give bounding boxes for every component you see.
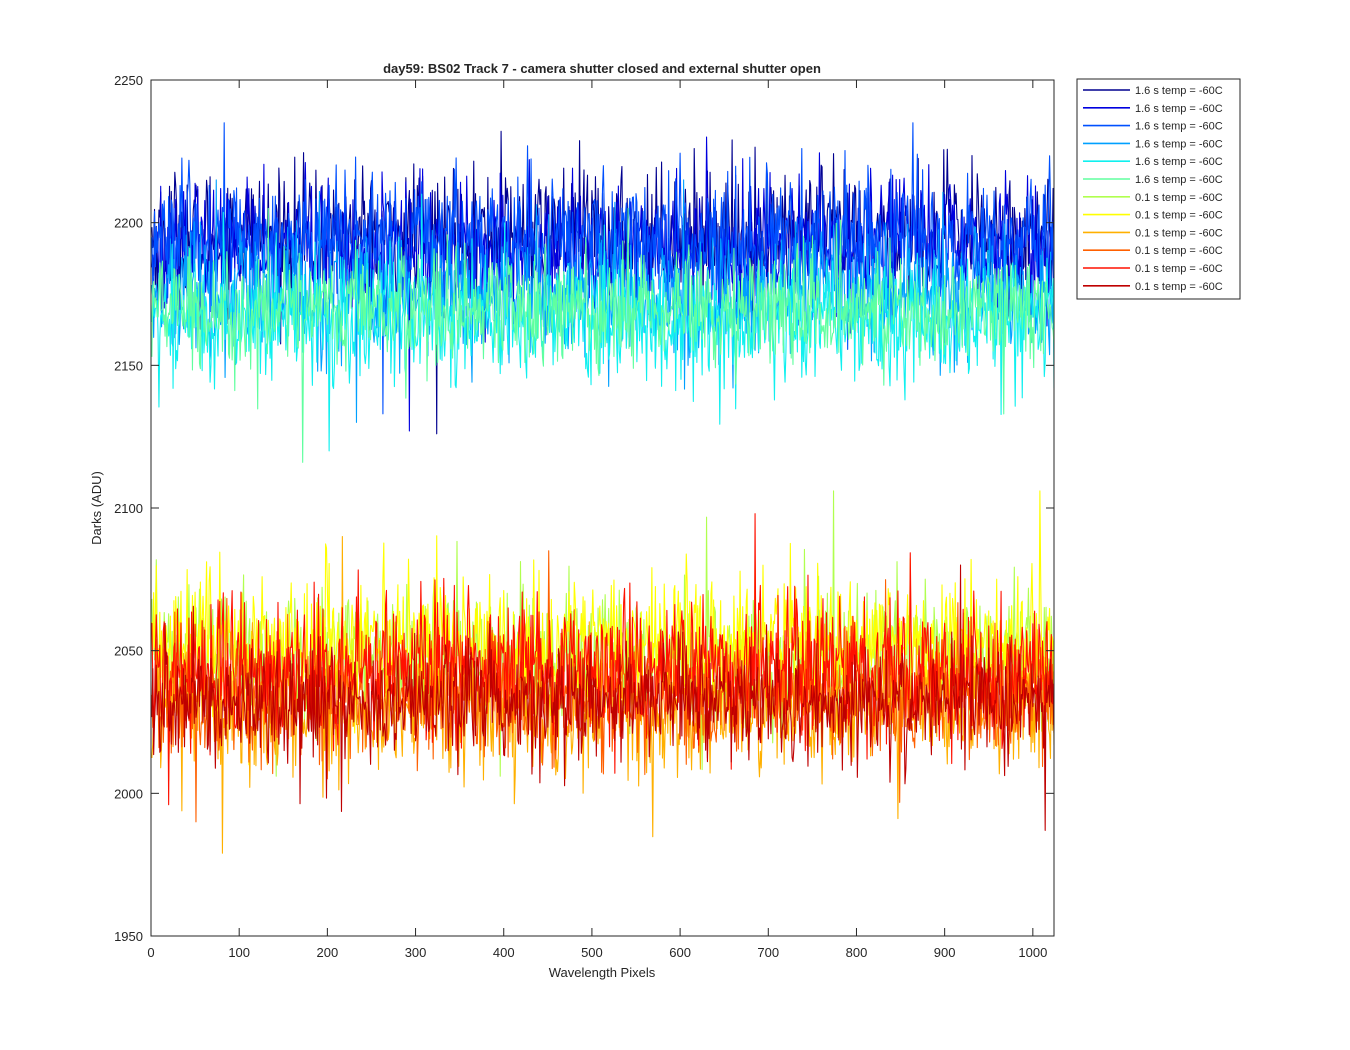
x-tick-label: 900	[934, 945, 956, 960]
legend-label: 0.1 s temp = -60C	[1135, 210, 1223, 222]
legend-label: 0.1 s temp = -60C	[1135, 263, 1223, 275]
series-line-5	[151, 193, 1054, 452]
x-tick-label: 600	[669, 945, 691, 960]
x-axis-label: Wavelength Pixels	[549, 965, 656, 980]
x-tick-label: 400	[493, 945, 515, 960]
legend-label: 0.1 s temp = -60C	[1135, 227, 1223, 239]
x-tick-label: 500	[581, 945, 603, 960]
legend-label: 1.6 s temp = -60C	[1135, 138, 1223, 150]
x-axis: 0 100 200 300 400 500 600 700 800 900 1000	[147, 80, 1047, 960]
legend-label: 0.1 s temp = -60C	[1135, 245, 1223, 257]
y-tick-label: 2100	[114, 501, 143, 516]
y-axis: 1950 2000 2050 2100 2150 2200 2250	[114, 73, 1054, 944]
legend: 1.6 s temp = -60C 1.6 s temp = -60C 1.6 s …	[1076, 78, 1241, 300]
legend-label: 0.1 s temp = -60C	[1135, 192, 1223, 204]
x-tick-label: 300	[405, 945, 427, 960]
y-tick-label: 2050	[114, 644, 143, 659]
x-tick-label: 200	[317, 945, 339, 960]
series-line-3	[151, 122, 1054, 415]
series-line-6	[151, 207, 1054, 463]
y-tick-label: 2150	[114, 358, 143, 373]
y-tick-label: 2200	[114, 216, 143, 231]
plot-area	[150, 79, 1055, 937]
x-tick-label: 100	[228, 945, 250, 960]
legend-label: 1.6 s temp = -60C	[1135, 156, 1223, 168]
x-tick-label: 800	[846, 945, 868, 960]
legend-label: 0.1 s temp = -60C	[1135, 281, 1223, 293]
y-tick-label: 2250	[114, 73, 143, 88]
x-tick-label: 1000	[1018, 945, 1047, 960]
series-line-12	[151, 564, 1054, 831]
legend-label: 1.6 s temp = -60C	[1135, 85, 1223, 97]
legend-box	[1076, 78, 1241, 300]
x-tick-label: 0	[147, 945, 154, 960]
series-line-11	[151, 513, 1054, 806]
legend-label: 1.6 s temp = -60C	[1135, 121, 1223, 133]
y-axis-label: Darks (ADU)	[89, 471, 104, 545]
y-tick-label: 1950	[114, 929, 143, 944]
x-tick-label: 700	[757, 945, 779, 960]
legend-label: 1.6 s temp = -60C	[1135, 174, 1223, 186]
y-tick-label: 2000	[114, 786, 143, 801]
legend-label: 1.6 s temp = -60C	[1135, 103, 1223, 115]
chart-title: day59: BS02 Track 7 - camera shutter clo…	[383, 61, 821, 76]
series-layer	[151, 122, 1054, 854]
